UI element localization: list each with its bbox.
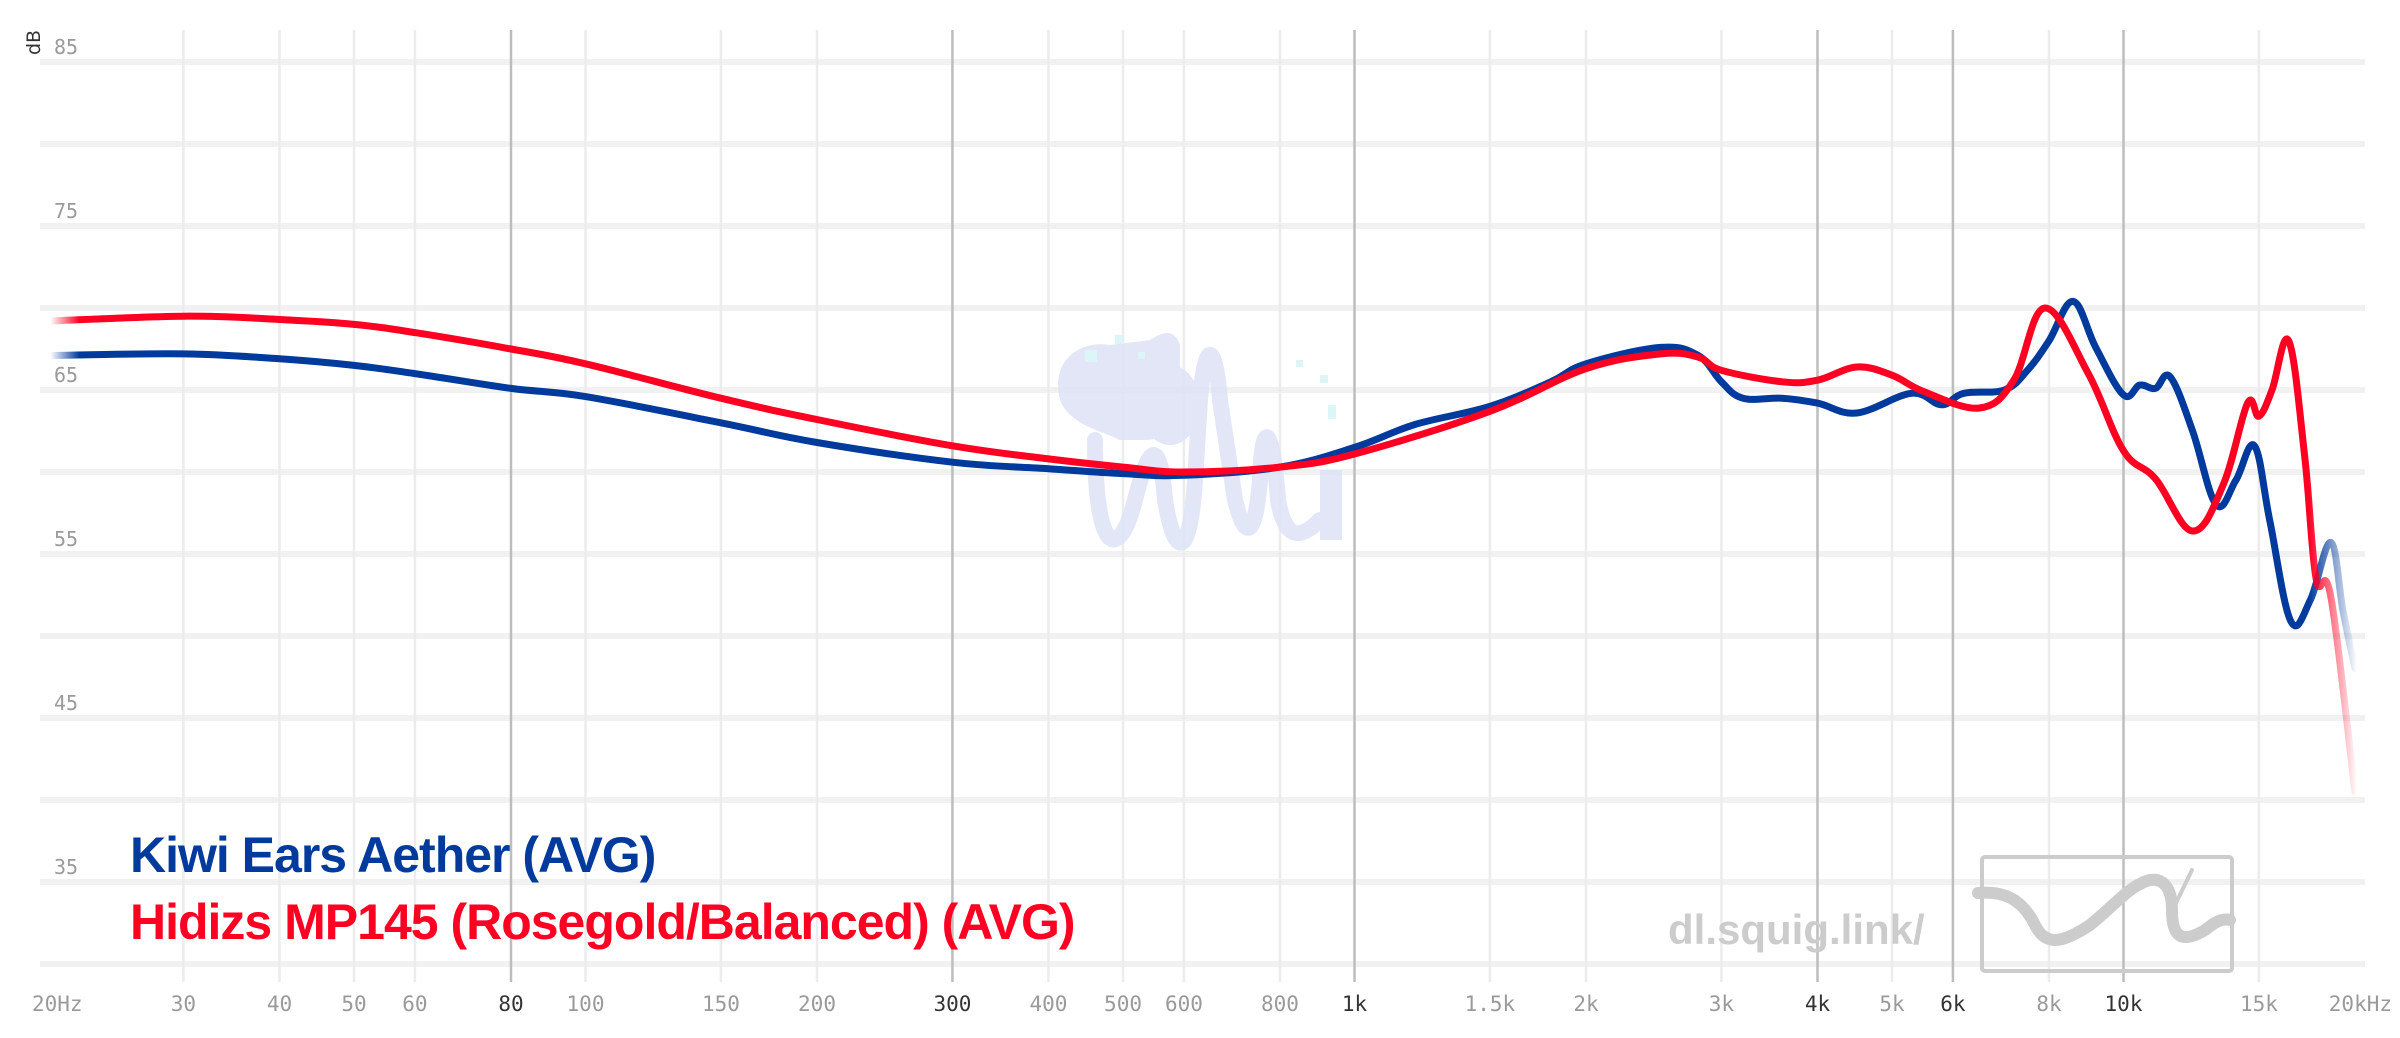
- x-tick-4k: 4k: [1805, 992, 1831, 1016]
- x-tick-3k: 3k: [1709, 992, 1735, 1016]
- x-tick-60: 60: [402, 992, 427, 1016]
- legend-item-kiwi-ears-aether[interactable]: Kiwi Ears Aether (AVG): [130, 827, 656, 883]
- x-tick-5k: 5k: [1879, 992, 1905, 1016]
- x-tick-1.5k: 1.5k: [1465, 992, 1516, 1016]
- x-tick-20kHz: 20kHz: [2329, 992, 2392, 1016]
- x-axis-tick-labels: 20Hz 30 40 50 60 80 100 150 200 300 400 500 600 800 1k…: [32, 992, 2392, 1016]
- legend-item-hidizs-mp145[interactable]: Hidizs MP145 (Rosegold/Balanced) (AVG): [130, 894, 1076, 950]
- y-tick-45: 45: [54, 691, 78, 715]
- x-tick-150: 150: [702, 992, 740, 1016]
- y-tick-75: 75: [54, 199, 78, 223]
- x-tick-50: 50: [341, 992, 366, 1016]
- x-tick-800: 800: [1261, 992, 1299, 1016]
- x-tick-10k: 10k: [2105, 992, 2143, 1016]
- x-tick-8k: 8k: [2036, 992, 2062, 1016]
- x-tick-600: 600: [1165, 992, 1203, 1016]
- x-tick-40: 40: [267, 992, 292, 1016]
- y-axis-unit-label: dB: [23, 30, 45, 55]
- x-tick-300: 300: [933, 992, 971, 1016]
- x-tick-20Hz: 20Hz: [32, 992, 83, 1016]
- x-tick-400: 400: [1030, 992, 1068, 1016]
- kiwi-watermark-logo: [1058, 333, 1342, 551]
- x-tick-30: 30: [171, 992, 196, 1016]
- y-axis-tick-labels: 85 75 65 55 45 35: [54, 35, 78, 879]
- hidizs-mp145-curve: [44, 304, 2359, 796]
- x-tick-100: 100: [567, 992, 605, 1016]
- y-tick-55: 55: [54, 527, 78, 551]
- x-tick-6k: 6k: [1940, 992, 1966, 1016]
- squiglink-logo: [1972, 855, 2236, 973]
- x-tick-1k: 1k: [1342, 992, 1368, 1016]
- watermark-url: dl.squig.link/: [1668, 906, 1925, 953]
- x-tick-80: 80: [498, 992, 523, 1016]
- x-tick-15k: 15k: [2240, 992, 2278, 1016]
- y-tick-65: 65: [54, 363, 78, 387]
- x-tick-2k: 2k: [1573, 992, 1599, 1016]
- x-tick-200: 200: [798, 992, 836, 1016]
- y-tick-85: 85: [54, 35, 78, 59]
- x-tick-500: 500: [1104, 992, 1142, 1016]
- y-tick-35: 35: [54, 855, 78, 879]
